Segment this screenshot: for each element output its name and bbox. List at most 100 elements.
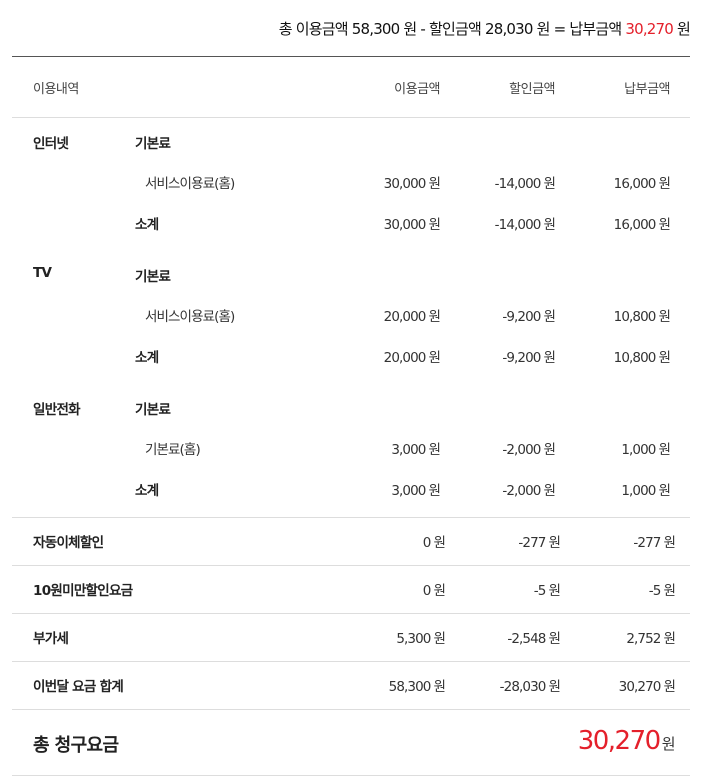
bill-summary: 총 이용금액 58,300 원 - 할인금액 28,030 원 = 납부금액 3… [278, 18, 691, 39]
usage-amount: 3,000 원 [330, 438, 441, 458]
header-divider [12, 56, 690, 57]
subtotal-label: 소계 [135, 217, 159, 233]
col-header-item: 이용내역 [33, 82, 79, 97]
won-unit: 원 [543, 217, 555, 233]
divider [12, 117, 690, 118]
amount-value: 3,000 [391, 442, 426, 458]
summary-discount-label: 할인금액 [428, 20, 482, 38]
discount-amount: -2,548 원 [450, 627, 561, 647]
item-label: 서비스이용료(홈) [145, 176, 235, 192]
payment-amount: -277 원 [565, 531, 675, 551]
col-header-payment: 납부금액 [624, 82, 670, 97]
amount-value: -277 [633, 535, 661, 551]
amount-value: 2,752 [626, 631, 661, 647]
item-label: 기본료(홈) [145, 442, 201, 458]
won-unit: 원 [548, 535, 560, 551]
usage-amount: 20,000 원 [330, 346, 441, 366]
summary-minus: - [420, 20, 425, 38]
summary-pay-label: 납부금액 [569, 20, 622, 38]
usage-amount: 5,300 원 [335, 627, 446, 647]
discount-amount: -28,030 원 [450, 675, 561, 695]
summary-discount-value: 28,030 [484, 20, 533, 38]
won-unit: 원 [548, 631, 560, 647]
usage-amount: 30,000 원 [330, 172, 441, 192]
won-unit: 원 [428, 217, 440, 233]
discount-amount: -14,000 원 [445, 172, 556, 192]
discount-amount: -2,000 원 [445, 438, 556, 458]
discount-amount: -9,200 원 [445, 305, 556, 325]
won-unit: 원 [663, 631, 675, 647]
item-label: 서비스이용료(홈) [145, 309, 235, 325]
won-unit: 원 [658, 483, 670, 499]
divider [12, 775, 690, 776]
row-label: 자동이체할인 [33, 535, 104, 551]
amount-value: -5 [648, 583, 662, 599]
payment-amount: 30,270 원 [565, 675, 676, 695]
won-unit: 원 [543, 176, 555, 192]
amount-value: 10,800 [613, 350, 657, 366]
divider [12, 517, 690, 518]
summary-won: 원 [676, 20, 691, 38]
discount-amount: -2,000 원 [445, 479, 556, 499]
payment-amount: 16,000 원 [560, 172, 671, 192]
discount-amount: -5 원 [450, 579, 561, 599]
amount-value: 3,000 [391, 483, 426, 499]
amount-value: 20,000 [383, 309, 427, 325]
won-unit: 원 [433, 631, 445, 647]
amount-value: 30,270 [618, 679, 662, 695]
won-unit: 원 [428, 176, 440, 192]
won-unit: 원 [543, 483, 555, 499]
amount-value: -2,000 [502, 483, 541, 499]
won-unit: 원 [543, 442, 555, 458]
summary-usage-value: 58,300 [351, 20, 400, 38]
row-label: 부가세 [33, 631, 69, 647]
won-unit: 원 [428, 442, 440, 458]
won-unit: 원 [548, 679, 560, 695]
payment-amount: 10,800 원 [560, 346, 671, 366]
total-label: 총 청구요금 [33, 735, 119, 756]
amount-value: 16,000 [613, 217, 657, 233]
won-unit: 원 [548, 583, 560, 599]
amount-value: 5,300 [396, 631, 431, 647]
won-unit: 원 [658, 442, 670, 458]
subtotal-label: 소계 [135, 350, 159, 366]
amount-value: 1,000 [621, 483, 656, 499]
won-unit: 원 [428, 309, 440, 325]
won-unit: 원 [433, 583, 445, 599]
divider [12, 661, 690, 662]
amount-value: 30,000 [383, 176, 427, 192]
summary-won: 원 [403, 20, 417, 38]
row-label: 이번달 요금 합계 [33, 679, 124, 695]
usage-amount: 58,300 원 [335, 675, 446, 695]
amount-value: -2,548 [507, 631, 546, 647]
summary-won: 원 [536, 20, 551, 38]
won-unit: 원 [663, 583, 675, 599]
summary-usage-label: 총 이용금액 [278, 20, 349, 38]
amount-value: -277 [518, 535, 546, 551]
won-unit: 원 [543, 350, 555, 366]
amount-value: -2,000 [502, 442, 541, 458]
group-name: TV [33, 265, 52, 281]
won-unit: 원 [428, 350, 440, 366]
amount-value: 10,800 [613, 309, 657, 325]
amount-value: 58,300 [388, 679, 432, 695]
amount-value: 0 [422, 535, 432, 551]
col-header-usage: 이용금액 [394, 82, 440, 97]
won-unit: 원 [658, 217, 670, 233]
payment-amount: 1,000 원 [560, 479, 671, 499]
divider [12, 613, 690, 614]
discount-amount: -9,200 원 [445, 346, 556, 366]
usage-amount: 20,000 원 [330, 305, 441, 325]
group-name: 일반전화 [33, 402, 81, 418]
row-label: 10원미만할인요금 [33, 583, 133, 599]
category-label: 기본료 [135, 402, 171, 418]
amount-value: -14,000 [494, 217, 542, 233]
amount-value: -28,030 [499, 679, 547, 695]
col-header-discount: 할인금액 [509, 82, 555, 97]
category-label: 기본료 [135, 269, 171, 285]
amount-value: -9,200 [502, 309, 541, 325]
won-unit: 원 [663, 679, 675, 695]
payment-amount: 10,800 원 [560, 305, 671, 325]
usage-amount: 3,000 원 [330, 479, 441, 499]
won-unit: 원 [433, 535, 445, 551]
